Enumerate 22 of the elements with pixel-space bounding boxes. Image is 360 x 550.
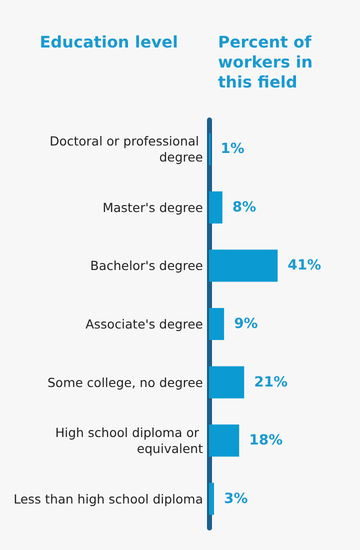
bar bbox=[209, 366, 244, 398]
y-tick-label: Bachelor's degree bbox=[90, 258, 204, 274]
bar bbox=[209, 308, 224, 340]
y-tick-label: Less than high school diploma bbox=[14, 491, 203, 506]
x-axis-title: Percent of workers in this field bbox=[218, 32, 318, 92]
data-label: 18% bbox=[249, 432, 283, 449]
bar bbox=[209, 424, 240, 457]
data-label: 21% bbox=[254, 374, 288, 390]
data-label: 41% bbox=[288, 258, 322, 274]
data-label: 9% bbox=[234, 316, 258, 332]
y-tick-label: High school diploma or equivalent bbox=[55, 425, 204, 456]
y-tick-label: Some college, no degree bbox=[48, 374, 204, 390]
data-label: 3% bbox=[224, 490, 248, 507]
data-label: 8% bbox=[232, 199, 256, 216]
y-tick-label: Master's degree bbox=[102, 200, 204, 215]
bar bbox=[209, 250, 278, 282]
bar bbox=[209, 191, 222, 224]
data-label: 1% bbox=[220, 141, 244, 158]
bar bbox=[209, 482, 214, 515]
y-axis-title: Education level bbox=[40, 32, 178, 52]
y-tick-label: Associate's degree bbox=[85, 316, 204, 332]
y-tick-label: Doctoral or professional degree bbox=[50, 134, 204, 165]
